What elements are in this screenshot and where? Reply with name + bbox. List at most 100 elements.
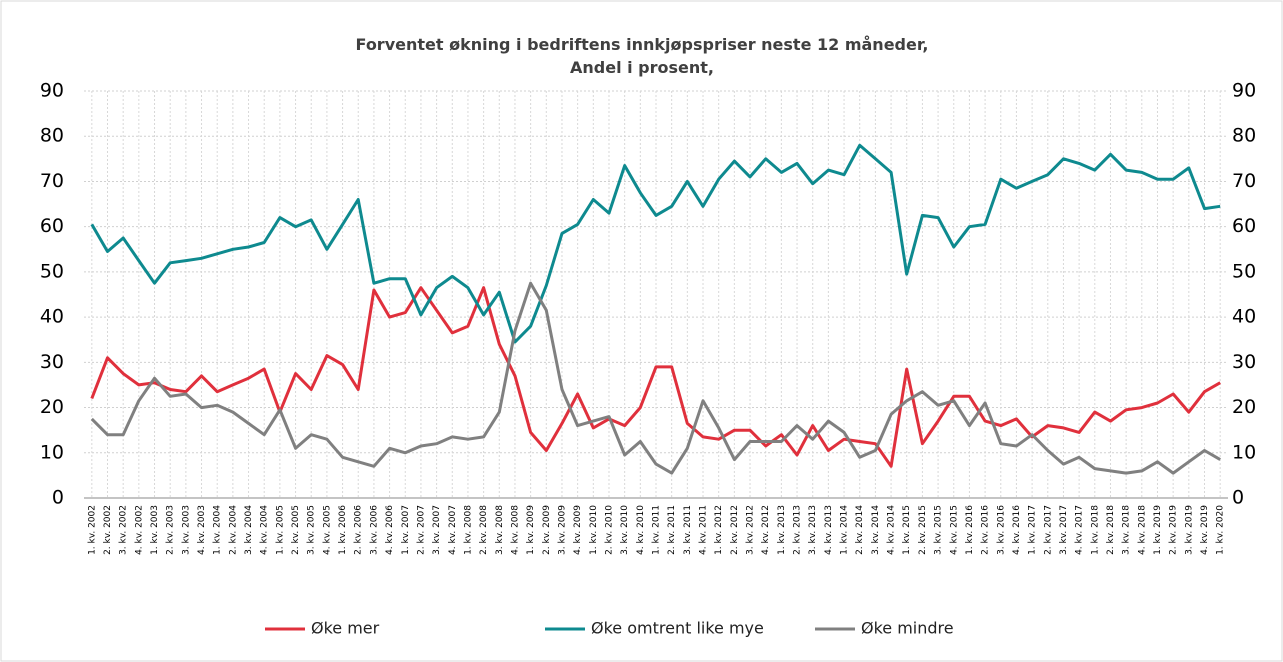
x-tick-label: 3. kv. 2011 xyxy=(683,505,693,555)
x-tick-label: 4. kv. 2005 xyxy=(322,505,332,555)
y2-tick-label: 80 xyxy=(1232,125,1256,147)
x-tick-label: 1. kv. 2002 xyxy=(87,505,97,555)
y2-tick-label: 10 xyxy=(1232,441,1256,463)
x-tick-label: 3. kv. 2016 xyxy=(996,505,1006,555)
x-tick-label: 1. kv. 2008 xyxy=(463,505,473,555)
x-tick-label: 3. kv. 2012 xyxy=(746,505,756,555)
x-tick-label: 1. kv. 2007 xyxy=(401,505,411,555)
x-tick-label: 4. kv. 2015 xyxy=(949,505,959,555)
x-tick-label: 3. kv. 2009 xyxy=(557,505,567,555)
x-tick-label: 3. kv. 2015 xyxy=(934,505,944,555)
x-tick-label: 4. kv. 2011 xyxy=(699,505,709,555)
y-tick-label: 40 xyxy=(40,306,64,328)
x-tick-label: 4. kv. 2018 xyxy=(1137,505,1147,555)
x-tick-label: 4. kv. 2007 xyxy=(448,505,458,555)
x-tick-label: 2. kv. 2002 xyxy=(103,505,113,555)
x-tick-label: 4. kv. 2012 xyxy=(761,505,771,555)
x-tick-label: 3. kv. 2019 xyxy=(1184,505,1194,555)
y-tick-label: 50 xyxy=(40,260,64,282)
chart-title: Andel i prosent, xyxy=(570,58,714,77)
y2-tick-label: 60 xyxy=(1232,215,1256,237)
y2-tick-label: 20 xyxy=(1232,396,1256,418)
x-tick-label: 2. kv. 2003 xyxy=(166,505,176,555)
x-tick-label: 4. kv. 2008 xyxy=(510,505,520,555)
x-tick-label: 4. kv. 2016 xyxy=(1012,505,1022,555)
x-tick-label: 4. kv. 2004 xyxy=(260,505,270,555)
y2-tick-label: 30 xyxy=(1232,351,1256,373)
x-tick-label: 1. kv. 2013 xyxy=(777,505,787,555)
x-tick-label: 2. kv. 2017 xyxy=(1043,505,1053,555)
x-tick-label: 3. kv. 2014 xyxy=(871,505,881,555)
y-tick-label: 0 xyxy=(52,487,64,509)
x-tick-label: 2. kv. 2012 xyxy=(730,505,740,555)
x-tick-label: 3. kv. 2004 xyxy=(244,505,254,555)
x-tick-label: 2. kv. 2018 xyxy=(1106,505,1116,555)
x-tick-label: 1. kv. 2003 xyxy=(150,505,160,555)
x-tick-label: 2. kv. 2006 xyxy=(354,505,364,555)
x-tick-label: 3. kv. 2013 xyxy=(808,505,818,555)
y-tick-label: 30 xyxy=(40,351,64,373)
x-tick-label: 2. kv. 2005 xyxy=(291,505,301,555)
y2-tick-label: 0 xyxy=(1232,487,1244,509)
x-tick-label: 2. kv. 2007 xyxy=(416,505,426,555)
x-tick-label: 3. kv. 2002 xyxy=(119,505,129,555)
x-tick-label: 2. kv. 2009 xyxy=(542,505,552,555)
y-tick-label: 60 xyxy=(40,215,64,237)
x-tick-label: 4. kv. 2017 xyxy=(1075,505,1085,555)
x-tick-label: 1. kv. 2006 xyxy=(338,505,348,555)
x-tick-label: 4. kv. 2013 xyxy=(824,505,834,555)
x-tick-label: 2. kv. 2013 xyxy=(793,505,803,555)
x-tick-label: 4. kv. 2006 xyxy=(385,505,395,555)
chart-title: Forventet økning i bedriftens innkjøpspr… xyxy=(356,35,929,54)
x-tick-label: 3. kv. 2008 xyxy=(495,505,505,555)
x-tick-label: 2. kv. 2010 xyxy=(604,505,614,555)
legend-label: Øke mer xyxy=(311,619,380,638)
x-tick-label: 4. kv. 2003 xyxy=(197,505,207,555)
y-tick-label: 90 xyxy=(40,80,64,102)
x-tick-label: 2. kv. 2015 xyxy=(918,505,928,555)
y-tick-label: 20 xyxy=(40,396,64,418)
x-tick-label: 1. kv. 2009 xyxy=(526,505,536,555)
x-tick-label: 2. kv. 2014 xyxy=(855,505,865,555)
x-tick-label: 1. kv. 2019 xyxy=(1153,505,1163,555)
x-tick-label: 2. kv. 2019 xyxy=(1169,505,1179,555)
series-line xyxy=(90,143,1221,344)
x-tick-label: 4. kv. 2010 xyxy=(636,505,646,555)
x-tick-label: 1. kv. 2016 xyxy=(965,505,975,555)
x-tick-label: 3. kv. 2003 xyxy=(181,505,191,555)
x-tick-label: 4. kv. 2014 xyxy=(887,505,897,555)
x-tick-label: 3. kv. 2007 xyxy=(432,505,442,555)
x-tick-label: 2. kv. 2008 xyxy=(479,505,489,555)
y-tick-label: 10 xyxy=(40,441,64,463)
x-tick-label: 3. kv. 2005 xyxy=(307,505,317,555)
y-tick-label: 70 xyxy=(40,170,64,192)
y-tick-label: 80 xyxy=(40,125,64,147)
y2-tick-label: 70 xyxy=(1232,170,1256,192)
y2-tick-label: 40 xyxy=(1232,306,1256,328)
x-tick-label: 2. kv. 2011 xyxy=(667,505,677,555)
x-tick-label: 3. kv. 2006 xyxy=(369,505,379,555)
x-tick-label: 2. kv. 2016 xyxy=(981,505,991,555)
x-tick-label: 2. kv. 2004 xyxy=(228,505,238,555)
x-tick-label: 1. kv. 2010 xyxy=(589,505,599,555)
x-tick-label: 1. kv. 2017 xyxy=(1028,505,1038,555)
x-tick-label: 1. kv. 2020 xyxy=(1216,505,1226,555)
x-tick-label: 1. kv. 2012 xyxy=(714,505,724,555)
x-tick-label: 3. kv. 2018 xyxy=(1122,505,1132,555)
legend-label: Øke omtrent like mye xyxy=(591,619,764,638)
x-tick-label: 4. kv. 2019 xyxy=(1200,505,1210,555)
y2-tick-label: 50 xyxy=(1232,260,1256,282)
x-tick-label: 3. kv. 2010 xyxy=(620,505,630,555)
x-tick-label: 1. kv. 2004 xyxy=(213,505,223,555)
x-tick-label: 1. kv. 2015 xyxy=(902,505,912,555)
x-tick-label: 4. kv. 2009 xyxy=(573,505,583,555)
x-tick-label: 1. kv. 2005 xyxy=(275,505,285,555)
x-tick-label: 1. kv. 2018 xyxy=(1090,505,1100,555)
y2-tick-label: 90 xyxy=(1232,80,1256,102)
x-tick-label: 3. kv. 2017 xyxy=(1059,505,1069,555)
x-tick-label: 1. kv. 2014 xyxy=(840,505,850,555)
x-tick-label: 4. kv. 2002 xyxy=(134,505,144,555)
legend-label: Øke mindre xyxy=(861,619,954,638)
